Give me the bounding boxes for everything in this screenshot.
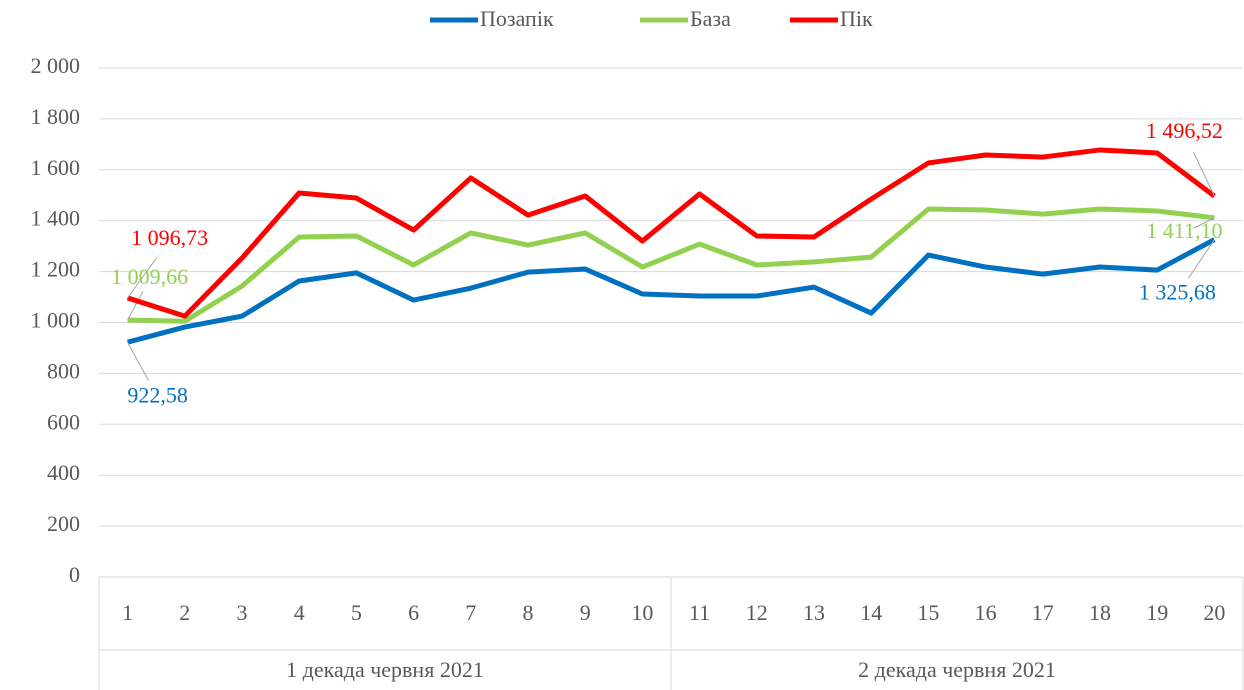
y-tick-label: 2 000 xyxy=(31,53,81,78)
leader-line xyxy=(1192,151,1215,197)
x-tick-label: 5 xyxy=(351,600,362,625)
leader-line xyxy=(1193,217,1215,229)
series-line xyxy=(127,206,1215,324)
data-label: 1 411,10 xyxy=(1146,218,1222,243)
data-label: 1 496,52 xyxy=(1146,118,1223,143)
leader-line xyxy=(127,291,144,321)
x-tick-label: 8 xyxy=(523,600,534,625)
y-tick-label: 600 xyxy=(47,409,80,434)
x-tick-label: 10 xyxy=(631,600,653,625)
y-tick-label: 1 200 xyxy=(31,257,81,282)
leader-line xyxy=(127,256,158,299)
data-label: 922,58 xyxy=(127,382,188,407)
group-label: 1 декада червня 2021 xyxy=(286,657,484,682)
legend-label: База xyxy=(690,6,731,31)
x-tick-label: 14 xyxy=(860,600,882,625)
leader-line xyxy=(1188,239,1215,279)
data-label: 1 096,73 xyxy=(131,225,208,250)
y-tick-label: 200 xyxy=(47,511,80,536)
x-tick-label: 3 xyxy=(237,600,248,625)
group-label: 2 декада червня 2021 xyxy=(858,657,1056,682)
series-line xyxy=(126,237,1216,345)
x-tick-label: 18 xyxy=(1089,600,1111,625)
x-tick-label: 19 xyxy=(1146,600,1168,625)
x-tick-label: 16 xyxy=(975,600,997,625)
x-tick-label: 1 xyxy=(122,600,133,625)
x-tick-label: 11 xyxy=(689,600,710,625)
x-tick-label: 7 xyxy=(465,600,476,625)
y-tick-label: 0 xyxy=(69,562,80,587)
legend-label: Позапік xyxy=(480,6,554,31)
y-tick-label: 1 800 xyxy=(31,104,81,129)
y-tick-label: 1 000 xyxy=(31,308,81,333)
x-tick-label: 12 xyxy=(746,600,768,625)
x-tick-label: 9 xyxy=(580,600,591,625)
x-tick-label: 4 xyxy=(294,600,305,625)
x-tick-label: 17 xyxy=(1032,600,1054,625)
legend-label: Пік xyxy=(840,6,873,31)
data-label: 1 325,68 xyxy=(1139,280,1216,305)
y-tick-label: 400 xyxy=(47,460,80,485)
y-tick-label: 1 400 xyxy=(31,206,81,231)
x-tick-label: 15 xyxy=(917,600,939,625)
leader-line xyxy=(127,341,150,381)
series-line xyxy=(126,147,1216,319)
y-tick-label: 800 xyxy=(47,358,80,383)
x-tick-label: 6 xyxy=(408,600,419,625)
x-tick-label: 2 xyxy=(179,600,190,625)
x-tick-label: 13 xyxy=(803,600,825,625)
x-tick-label: 20 xyxy=(1203,600,1225,625)
y-tick-label: 1 600 xyxy=(31,155,81,180)
